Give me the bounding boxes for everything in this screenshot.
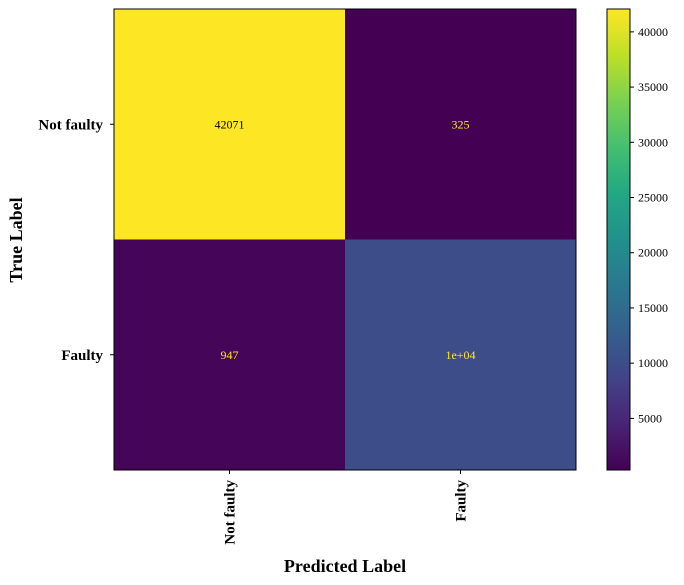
colorbar-tick-label: 35000 [638,80,668,94]
heatmap-cell [345,9,577,240]
y-tick-label: Not faulty [38,117,103,133]
x-axis-title: Predicted Label [284,556,406,576]
x-tick-label: Faulty [454,480,470,522]
colorbar-tick-label: 10000 [638,356,668,370]
colorbar-tick-label: 30000 [638,135,668,149]
x-axis-ticks: Not faulty Faulty [223,470,470,545]
colorbar-tick-label: 20000 [638,246,668,260]
colorbar-tick-label: 25000 [638,191,668,205]
colorbar-tick-label: 5000 [638,411,662,425]
heatmap-cell [345,239,577,471]
y-axis-title: True Label [6,197,26,282]
heatmap-cell [114,9,346,240]
cell-value-label: 947 [221,348,239,362]
x-tick-label: Not faulty [223,480,239,545]
plot-frame [113,8,577,471]
y-axis-ticks: Not faulty Faulty [38,117,114,364]
cell-value-label: 42071 [215,117,245,131]
cell-value-label: 325 [452,117,470,131]
heatmap-cells [114,9,577,471]
colorbar-tick-label: 15000 [638,301,668,315]
colorbar-ticks: 5000 10000 15000 20000 25000 30000 35000 40000 [630,25,668,425]
heatmap-cell-labels: 42071 325 947 1e+04 [215,117,476,362]
cell-value-label: 1e+04 [445,348,475,362]
heatmap-cell [114,239,346,471]
colorbar-tick-label: 40000 [638,25,668,39]
y-tick-label: Faulty [61,348,103,364]
colorbar [606,8,631,471]
